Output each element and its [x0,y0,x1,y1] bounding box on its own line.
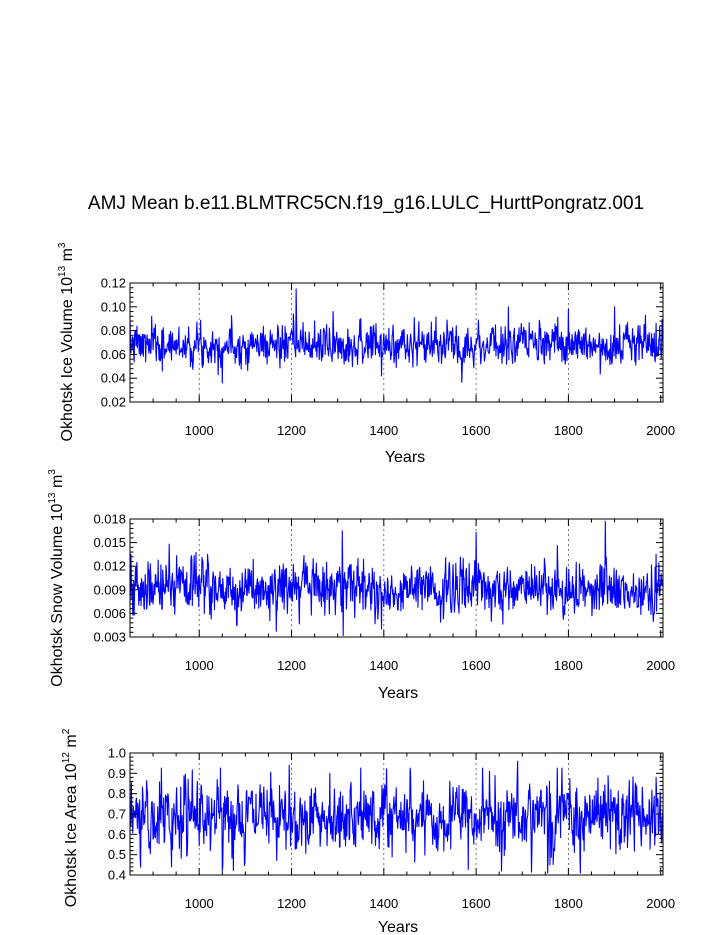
ice-area-ytick-label-1: 0.5 [108,847,126,862]
snow-volume-xtick-label-1400: 1400 [369,658,398,673]
ice-area-xtick-label-1000: 1000 [185,896,214,911]
ice-area-xtick-label-1400: 1400 [369,896,398,911]
ice-area-ylabel-exponent: 12 [61,752,72,764]
ice-area-ylabel-unit: m [63,734,80,747]
ice-volume-ytick-label-2: 0.06 [101,347,126,362]
ice-area-xtick-label-1200: 1200 [277,896,306,911]
ice-volume-ytick-label-4: 0.10 [101,299,126,314]
snow-volume-xtick-label-1600: 1600 [462,658,491,673]
ice-volume-xtick-label-1800: 1800 [554,423,583,438]
ice-volume-xlabel: Years [385,449,425,466]
snow-volume-plot-frame [129,518,664,638]
snow-volume-xtick-label-2000: 2000 [646,658,675,673]
snow-volume-ytick-label-0: 0.003 [93,630,126,645]
ice-volume-series-line [129,288,664,384]
ice-area-ylabel-unit-exponent: 2 [61,728,72,734]
ice-volume-ytick-label-0: 0.02 [101,395,126,410]
ice-volume-ylabel: Okhotsk Ice Volume 1013 m3 [57,242,76,441]
snow-volume-series-line [129,520,664,636]
ice-area-ytick-label-4: 0.8 [108,786,126,801]
ice-volume-ytick-label-1: 0.04 [101,371,126,386]
snow-volume-ytick-label-3: 0.012 [93,559,126,574]
ice-volume-ylabel-text: Okhotsk Ice Volume 10 [59,277,76,442]
ice-area-ylabel: Okhotsk Ice Area 1012 m2 [61,728,80,907]
snow-volume-xtick-label-1000: 1000 [185,658,214,673]
ice-volume-xtick-label-2000: 2000 [646,423,675,438]
snow-volume-ylabel: Okhotsk Snow Volume 1013 m3 [47,469,66,687]
ice-volume-ytick-label-5: 0.12 [101,276,126,291]
ice-volume-xtick-label-1000: 1000 [185,423,214,438]
ice-area-ylabel-text: Okhotsk Ice Area 10 [63,763,80,907]
snow-volume-xlabel: Years [378,685,418,702]
snow-volume-panel: Years Okhotsk Snow Volume 1013 m3 1000 12… [47,469,675,702]
figure-title: AMJ Mean b.e11.BLMTRC5CN.f19_g16.LULC_Hu… [88,193,644,214]
ice-volume-xtick-label-1400: 1400 [369,423,398,438]
snow-volume-xtick-label-1200: 1200 [277,658,306,673]
ice-volume-ytick-label-3: 0.08 [101,323,126,338]
ice-area-xlabel: Years [378,919,418,935]
ice-area-panel: Years Okhotsk Ice Area 1012 m2 1000 1200 1… [61,728,675,935]
ice-area-xtick-label-1800: 1800 [554,896,583,911]
ice-area-ytick-label-6: 1.0 [108,746,126,761]
ice-volume-ylabel-exponent: 13 [57,265,68,277]
ice-area-ytick-label-5: 0.9 [108,766,126,781]
snow-volume-ylabel-unit-exponent: 3 [47,469,58,475]
ice-volume-panel: Years Okhotsk Ice Volume 1013 m3 1000 120… [57,242,675,466]
ice-volume-plot-frame [129,282,664,403]
ice-volume-xtick-label-1600: 1600 [462,423,491,438]
snow-volume-ytick-label-4: 0.015 [93,535,126,550]
snow-volume-ytick-label-1: 0.006 [93,606,126,621]
ice-volume-xtick-label-1200: 1200 [277,423,306,438]
snow-volume-ytick-label-5: 0.018 [93,512,126,527]
ice-volume-ylabel-unit: m [59,248,76,261]
snow-volume-ylabel-text: Okhotsk Snow Volume 10 [49,504,66,687]
ice-area-xtick-label-1600: 1600 [462,896,491,911]
ice-volume-ylabel-unit-exponent: 3 [57,242,68,248]
ice-area-ytick-label-0: 0.4 [108,868,126,883]
snow-volume-ylabel-unit: m [49,475,66,488]
ice-area-xtick-label-2000: 2000 [646,896,675,911]
snow-volume-ylabel-exponent: 13 [47,492,58,504]
snow-volume-xtick-label-1800: 1800 [554,658,583,673]
ice-area-ytick-label-2: 0.6 [108,827,126,842]
ice-area-ytick-label-3: 0.7 [108,807,126,822]
snow-volume-ytick-label-2: 0.009 [93,582,126,597]
ice-area-series-line [129,760,664,874]
